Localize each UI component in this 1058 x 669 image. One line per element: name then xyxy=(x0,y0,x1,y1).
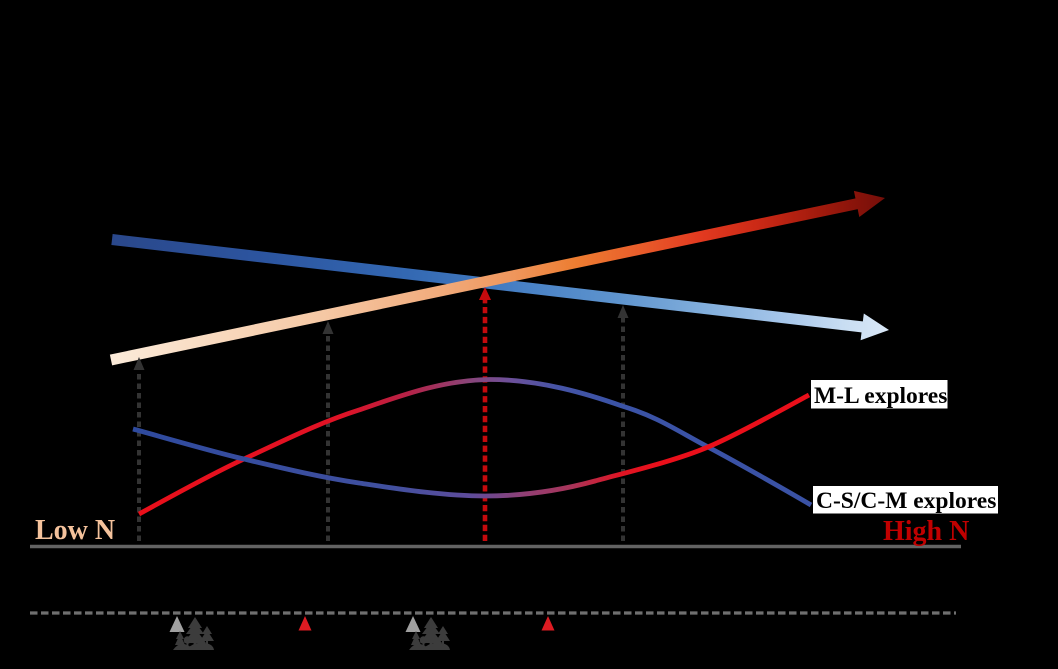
svg-text:M-L explores: M-L explores xyxy=(814,383,947,409)
svg-text:Low N: Low N xyxy=(35,515,115,546)
svg-text:C-S/C-M explores: C-S/C-M explores xyxy=(816,488,996,514)
svg-text:High N: High N xyxy=(883,516,969,547)
